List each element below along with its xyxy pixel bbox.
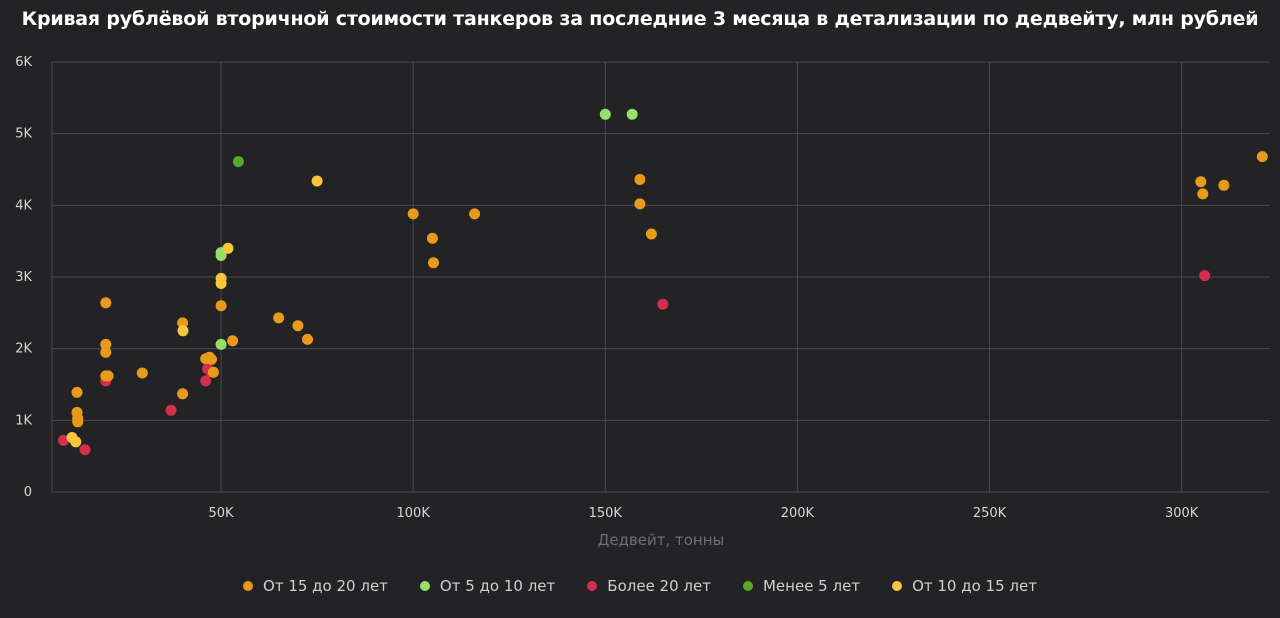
y-axis: 0 1K 2K 3K 4K 5K 6K: [15, 55, 32, 500]
y-tick-label: 0: [24, 485, 32, 500]
x-tick-label: 50K: [209, 506, 235, 521]
data-point[interactable]: [227, 335, 239, 347]
x-tick-label: 200K: [781, 506, 815, 521]
data-point[interactable]: [657, 298, 669, 310]
data-point[interactable]: [58, 434, 69, 446]
data-point[interactable]: [426, 232, 438, 244]
data-point[interactable]: [634, 174, 646, 185]
x-tick-label: 250K: [973, 506, 1007, 521]
data-point[interactable]: [645, 228, 657, 240]
legend-marker: [742, 581, 753, 591]
data-point[interactable]: [215, 278, 227, 289]
legend-item[interactable]: От 15 до 20 лет: [243, 577, 388, 595]
data-point[interactable]: [71, 386, 83, 398]
data-point[interactable]: [177, 388, 189, 400]
data-point[interactable]: [311, 175, 323, 187]
data-point[interactable]: [1256, 151, 1268, 163]
legend-label: От 5 до 10 лет: [439, 577, 556, 595]
data-point[interactable]: [469, 208, 481, 220]
chart-title: Кривая рублёвой вторичной стоимости танк…: [21, 8, 1259, 30]
y-tick-label: 5K: [15, 127, 32, 142]
data-point[interactable]: [207, 366, 219, 378]
data-point[interactable]: [70, 436, 82, 448]
data-point[interactable]: [100, 346, 112, 358]
x-axis: 50K 100K 150K 200K 250K 300K: [209, 506, 1199, 521]
data-point[interactable]: [428, 257, 439, 269]
x-tick-label: 100K: [397, 506, 431, 521]
data-point[interactable]: [79, 444, 91, 456]
data-point[interactable]: [1218, 179, 1230, 191]
data-point[interactable]: [273, 312, 285, 324]
data-point[interactable]: [634, 198, 646, 210]
more-options-icon[interactable]: …: [1238, 2, 1258, 26]
data-points: [58, 108, 1268, 456]
legend-item[interactable]: От 5 до 10 лет: [419, 577, 556, 595]
data-point[interactable]: [136, 367, 148, 379]
data-point[interactable]: [200, 375, 212, 387]
legend-item[interactable]: Более 20 лет: [587, 577, 711, 595]
data-point[interactable]: [1199, 270, 1211, 282]
legend-label: Более 20 лет: [607, 577, 711, 595]
data-point[interactable]: [232, 156, 244, 168]
y-tick-label: 6K: [15, 55, 32, 70]
legend-marker: [587, 581, 598, 591]
data-point[interactable]: [407, 208, 419, 220]
x-tick-label: 150K: [589, 506, 623, 521]
y-tick-label: 4K: [15, 198, 32, 213]
y-tick-label: 3K: [15, 270, 32, 285]
y-tick-label: 2K: [15, 342, 32, 357]
legend-label: От 10 до 15 лет: [912, 577, 1037, 595]
data-point[interactable]: [177, 325, 189, 337]
legend-marker: [243, 581, 254, 591]
legend: От 15 до 20 лет От 5 до 10 лет Более 20 ле…: [0, 577, 1280, 595]
data-point[interactable]: [72, 416, 84, 428]
data-point[interactable]: [215, 338, 227, 350]
data-point[interactable]: [206, 353, 217, 365]
data-point[interactable]: [165, 404, 177, 416]
data-point[interactable]: [102, 370, 114, 382]
legend-item[interactable]: Менее 5 лет: [742, 577, 861, 595]
grid-lines: [51, 61, 1270, 493]
data-point[interactable]: [1195, 176, 1207, 188]
y-tick-label: 1K: [15, 413, 32, 428]
legend-label: От 15 до 20 лет: [263, 577, 388, 595]
x-tick-label: 300K: [1165, 506, 1199, 521]
data-point[interactable]: [100, 297, 112, 309]
legend-marker: [892, 581, 903, 591]
data-point[interactable]: [626, 108, 638, 120]
data-point[interactable]: [1197, 188, 1209, 200]
data-point[interactable]: [292, 320, 304, 332]
legend-item[interactable]: От 10 до 15 лет: [892, 577, 1037, 595]
legend-marker: [419, 581, 430, 591]
data-point[interactable]: [222, 242, 234, 254]
data-point[interactable]: [100, 338, 112, 350]
data-point[interactable]: [302, 333, 313, 345]
data-point[interactable]: [599, 108, 611, 120]
data-point[interactable]: [215, 300, 227, 312]
legend-label: Менее 5 лет: [762, 577, 861, 595]
data-point[interactable]: [215, 250, 227, 261]
x-axis-title: Дедвейт, тонны: [598, 531, 725, 549]
data-point[interactable]: [177, 317, 189, 329]
